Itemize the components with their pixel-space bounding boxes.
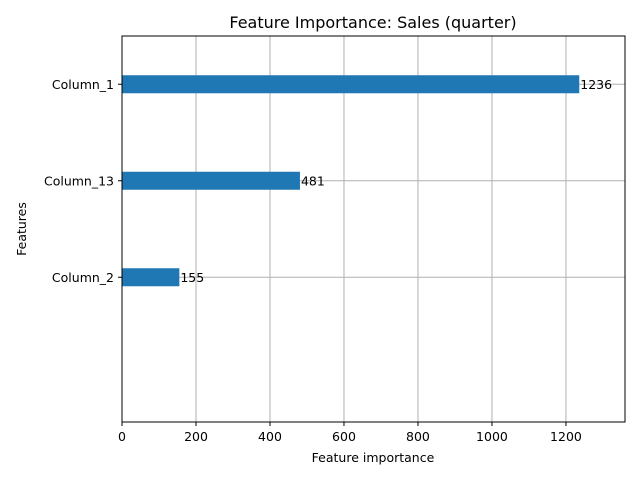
x-tick-label: 1200 bbox=[550, 429, 582, 444]
bar-value-label: 1236 bbox=[580, 77, 612, 92]
bar-layer bbox=[122, 75, 580, 287]
x-tick-label: 1000 bbox=[476, 429, 508, 444]
bar-column-13 bbox=[122, 171, 300, 190]
x-tick-label: 0 bbox=[118, 429, 126, 444]
bar-value-label: 481 bbox=[301, 173, 325, 188]
bar-value-label: 155 bbox=[180, 270, 204, 285]
x-tick-label: 400 bbox=[258, 429, 282, 444]
grid-layer bbox=[121, 36, 625, 422]
x-axis-label: Feature importance bbox=[312, 450, 435, 465]
y-tick-label: Column_2 bbox=[52, 270, 114, 285]
bar-column-2 bbox=[122, 268, 180, 287]
label-layer: 1236 481 155 bbox=[180, 77, 612, 285]
x-tick-label: 200 bbox=[184, 429, 208, 444]
y-axis-label: Features bbox=[14, 202, 29, 256]
x-tick-label: 800 bbox=[406, 429, 430, 444]
x-tick-label: 600 bbox=[332, 429, 356, 444]
chart-title: Feature Importance: Sales (quarter) bbox=[229, 13, 516, 32]
y-tick-label: Column_1 bbox=[52, 77, 114, 92]
tick-layer: 0 200 400 600 800 1000 1200 Column_1 Column_13 Co… bbox=[44, 77, 582, 444]
y-tick-label: Column_13 bbox=[44, 173, 114, 188]
bar-column-1 bbox=[122, 75, 580, 94]
plot-area-frame bbox=[121, 35, 626, 423]
